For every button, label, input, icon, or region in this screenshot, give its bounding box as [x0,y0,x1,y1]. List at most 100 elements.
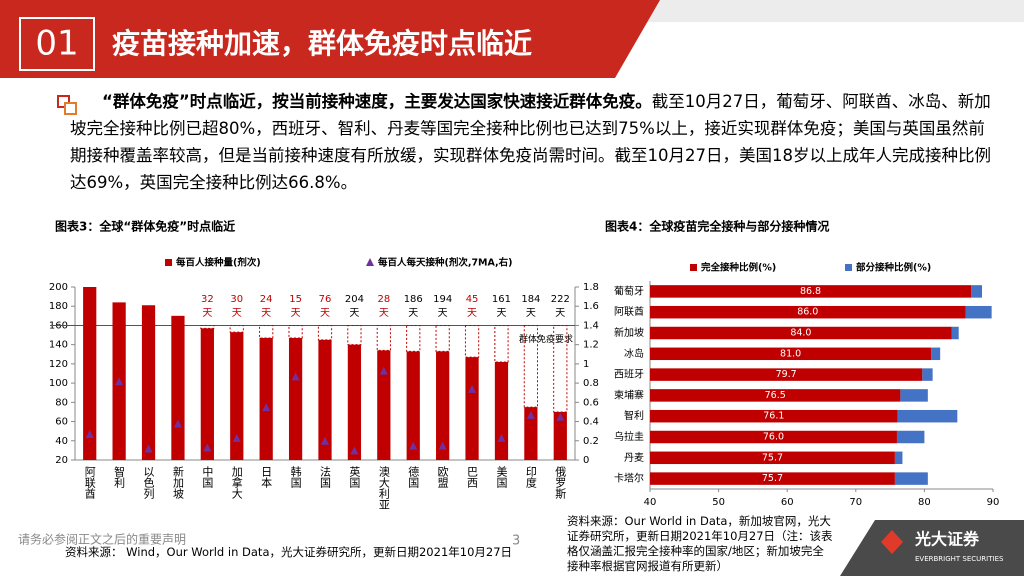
y-tick-label: 180 [49,301,68,312]
bar-segment [650,451,895,465]
disclaimer: 请务必参阅正文之后的重要声明 [18,532,186,547]
bar [377,350,391,460]
annotation-unit: 天 [526,308,536,319]
y2-tick-label: 1.8 [583,282,599,293]
y2-tick-label: 0.6 [583,397,599,408]
y-tick-label: 丹麦 [624,452,644,464]
paragraph: “群体免疫”时点临近，按当前接种速度，主要发达国家快速接近群体免疫。截至10月2… [70,88,995,196]
bullet-icon [64,102,77,115]
gap-to-target [406,324,421,352]
y2-tick-label: 0.2 [583,436,599,447]
triangle-marker [85,430,94,439]
logo-mark [881,530,903,554]
data-label: 75.7 [762,473,783,484]
gap-to-target [376,324,391,351]
x-tick-label: 阿联酋 [83,466,96,499]
annotation-unit: 天 [320,308,330,319]
gap-to-target [288,324,303,339]
x-tick-label: 90 [987,497,1000,508]
annotation-unit: 天 [438,308,448,319]
triangle-marker [350,446,359,455]
x-tick-label: 新加坡 [171,465,184,500]
y-tick-label: 卡塔尔 [614,472,644,485]
annotation-unit: 天 [349,308,359,319]
gap-to-target [523,324,539,408]
x-tick-label: 法国 [319,465,332,489]
y2-tick-label: 0.8 [583,378,599,389]
legend-swatch [845,264,852,271]
header-title: 疫苗接种加速，群体免疫时点临近 [112,27,532,60]
x-tick-label: 60 [781,497,794,508]
x-tick-label: 英国 [348,465,361,489]
bar [524,407,538,460]
annotation-unit: 天 [408,308,418,319]
x-tick-label: 巴西 [466,466,479,488]
annotation-days: 24 [260,294,273,305]
annotation-days: 45 [466,294,479,305]
legend-swatch [690,264,697,271]
annotation-days: 222 [551,294,570,305]
section-number: 01 [35,24,78,64]
bar-segment [650,326,952,340]
bar [494,361,509,460]
gap-to-target [464,324,480,358]
x-tick-label: 以色列 [142,466,155,500]
bar-segment [650,305,966,319]
triangle-marker [409,441,418,450]
annotation-days: 184 [521,294,540,305]
annotation-days: 15 [289,294,302,305]
bar [436,351,450,460]
bullet-icon [57,95,70,108]
gap-to-target [259,324,274,339]
data-label: 84.0 [790,328,811,339]
gap-to-target [553,324,568,413]
annotation-days: 28 [377,294,390,305]
x-tick-label: 日本 [260,466,273,489]
x-tick-label: 70 [849,497,862,508]
y-tick-label: 葡萄牙 [614,284,644,297]
y-tick-label: 阿联酋 [614,305,644,318]
bar-segment [931,347,941,361]
number-box [19,17,95,71]
bar [288,337,303,460]
legend-swatch [366,258,374,266]
x-tick-label: 俄罗斯 [554,466,567,500]
bar-segment [897,409,958,423]
annotation-unit: 天 [291,308,301,319]
x-tick-label: 智利 [113,465,126,488]
data-label: 86.0 [797,307,818,318]
x-tick-label: 澳大利亚 [377,466,390,510]
paragraph-text: 截至10月27日，葡萄牙、阿联酋、冰岛、新加坡完全接种比例已超80%，西班牙、智… [70,92,991,192]
legend-label: 每百人接种量(剂次) [176,257,261,269]
y-tick-label: 20 [55,455,68,466]
y-tick-label: 140 [49,340,68,351]
annotation-days: 194 [433,294,452,305]
annotation-unit: 天 [555,308,565,319]
legend-label: 部分接种比例(%) [856,262,931,274]
bar [406,351,420,460]
bar [141,305,156,460]
chart-title: 图表4：全球疫苗完全接种与部分接种情况 [605,219,829,234]
paragraph-bold: “群体免疫”时点临近，按当前接种速度，主要发达国家快速接近群体免疫。 [102,92,652,111]
bar-segment [922,368,933,381]
y2-tick-label: 0.4 [583,417,599,428]
bar-segment [896,430,925,444]
y-tick-label: 100 [49,378,68,389]
x-tick-label: 德国 [407,465,420,489]
triangle-marker [379,366,388,375]
data-label: 86.8 [800,286,821,297]
triangle-marker [144,444,153,453]
y-tick-label: 120 [49,359,68,370]
triangle-marker [203,443,212,452]
annotation-unit: 天 [232,308,242,319]
legend-label: 每百人每天接种(剂次,7MA,右) [378,257,513,269]
y2-tick-label: 1.6 [583,301,599,312]
triangle-marker [321,436,329,445]
bar-segment [650,368,923,381]
triangle-marker [438,441,447,450]
annotation-days: 32 [201,294,214,305]
annotation-days: 30 [230,294,243,305]
legend-label: 完全接种比例(%) [701,262,776,274]
y2-tick-label: 1.2 [583,340,599,351]
x-tick-label: 中国 [201,466,214,489]
